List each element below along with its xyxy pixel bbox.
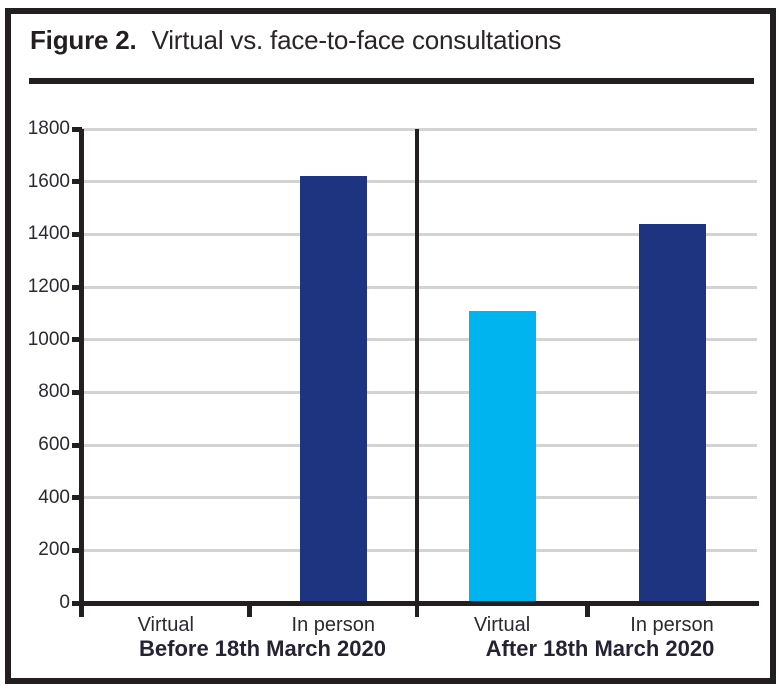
- y-tick-200: [72, 547, 82, 553]
- y-tick-label-1800: 1800: [27, 118, 70, 139]
- figure-title: Figure 2. Virtual vs. face-to-face consul…: [30, 25, 561, 56]
- y-tick-1000: [72, 337, 82, 343]
- y-tick-label-200: 200: [38, 539, 70, 561]
- y-tick-800: [72, 389, 82, 395]
- y-gridline-600: [82, 443, 757, 447]
- y-tick-label-1200: 1200: [27, 276, 70, 297]
- bar-before-in-person: [299, 176, 367, 603]
- y-gridline-1200: [82, 285, 757, 289]
- x-mid-tick-after: [584, 603, 590, 617]
- y-tick-label-0: 0: [59, 592, 70, 613]
- y-tick-1600: [72, 179, 82, 185]
- y-tick-label-1600: 1600: [27, 170, 70, 192]
- y-tick-label-1400: 1400: [27, 223, 70, 245]
- figure-number-label: Figure 2.: [30, 25, 137, 55]
- y-gridline-400: [82, 496, 757, 500]
- group-divider-line: [415, 129, 419, 617]
- y-tick-600: [72, 442, 82, 448]
- y-gridline-1000: [82, 338, 757, 342]
- group-label-after: After 18th March 2020: [485, 636, 715, 661]
- y-gridline-1400: [82, 232, 757, 236]
- y-tick-label-400: 400: [38, 486, 70, 508]
- y-tick-label-1000: 1000: [27, 328, 70, 350]
- y-tick-label-800: 800: [38, 381, 70, 403]
- x-mid-tick-before: [247, 603, 252, 617]
- category-label-before-virtual: Virtual: [137, 614, 194, 636]
- y-tick-0: [72, 600, 82, 606]
- group-label-before: Before 18th March 2020: [139, 636, 386, 661]
- title-divider-rule: [29, 78, 754, 84]
- category-label-after-virtual: Virtual: [473, 614, 531, 636]
- y-tick-400: [72, 495, 82, 501]
- x-axis-line: [79, 601, 759, 606]
- y-gridline-1600: [82, 180, 757, 184]
- category-label-before-in-person: In person: [291, 614, 375, 636]
- y-gridline-200: [82, 548, 757, 552]
- bar-after-virtual: [468, 310, 536, 603]
- y-axis-line: [79, 129, 84, 617]
- y-gridline-800: [82, 390, 757, 394]
- y-tick-1400: [72, 231, 82, 237]
- figure-title-text: Virtual vs. face-to-face consultations: [151, 25, 562, 55]
- y-gridline-1800: [82, 127, 757, 131]
- y-tick-1200: [72, 284, 82, 290]
- y-tick-1800: [72, 126, 82, 132]
- category-label-after-in-person: In person: [630, 614, 714, 636]
- bar-after-in-person: [638, 223, 706, 603]
- y-tick-label-600: 600: [38, 434, 70, 455]
